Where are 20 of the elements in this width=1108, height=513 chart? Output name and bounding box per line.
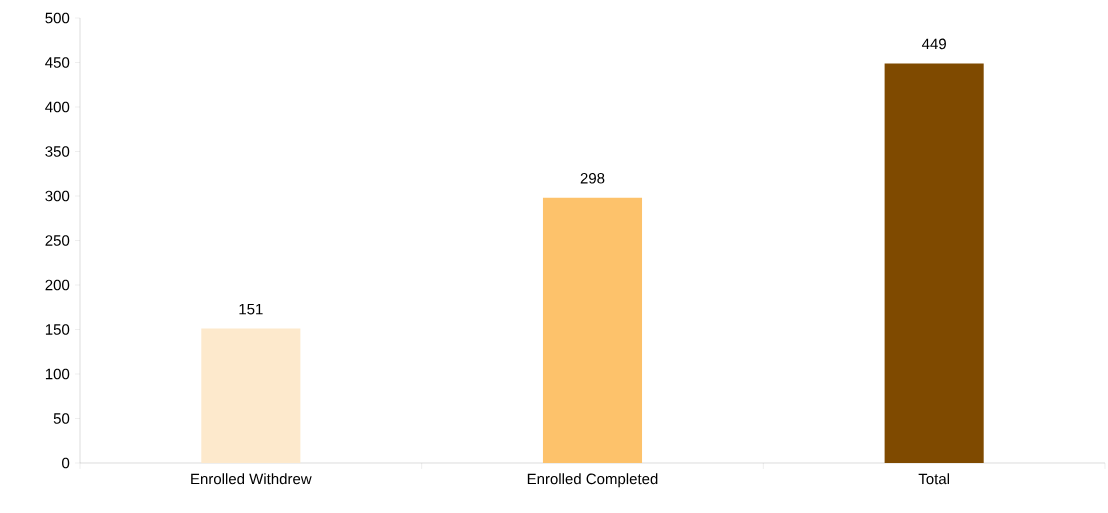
x-tick-label: Enrolled Completed: [527, 473, 658, 488]
data-label: 151: [239, 303, 263, 315]
y-tick-label: 350: [45, 146, 70, 157]
y-tick-label: 200: [45, 279, 70, 291]
data-label: 298: [580, 172, 605, 184]
y-tick-label: 250: [45, 235, 70, 246]
x-tick-label: Enrolled Withdrew: [191, 473, 312, 485]
y-tick-label: 300: [45, 190, 70, 202]
bar: [201, 328, 301, 463]
bar: [884, 63, 984, 463]
y-tick-label: 100: [45, 368, 70, 380]
x-tick-label: Total: [918, 473, 949, 485]
y-tick-label: 400: [45, 101, 70, 113]
y-tick-label: 0: [62, 457, 70, 469]
y-tick-label: 150: [45, 324, 70, 335]
bar: [542, 197, 643, 463]
data-label: 449: [921, 38, 946, 50]
y-tick-label: 450: [45, 57, 70, 68]
y-tick-label: 500: [45, 12, 70, 24]
y-tick-label: 50: [53, 413, 70, 424]
